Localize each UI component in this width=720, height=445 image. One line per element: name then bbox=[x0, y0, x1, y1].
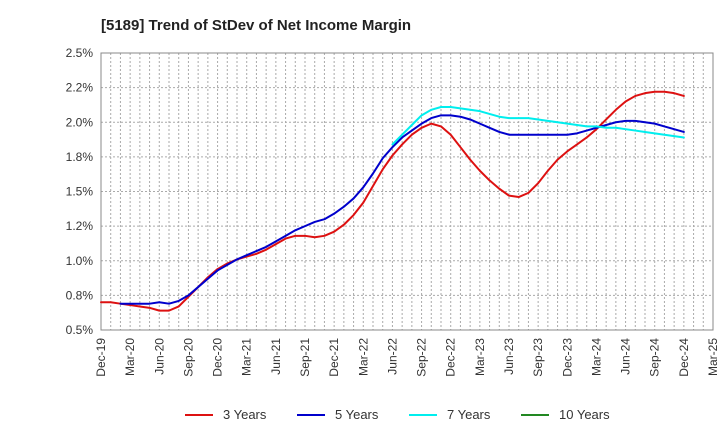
series-line bbox=[391, 106, 685, 146]
x-tick-label: Sep-21 bbox=[298, 338, 312, 377]
x-tick-label: Sep-23 bbox=[531, 338, 545, 377]
chart-title: [5189] Trend of StDev of Net Income Marg… bbox=[101, 17, 411, 34]
y-tick-label: 2.2% bbox=[66, 81, 94, 95]
y-tick-label: 0.5% bbox=[66, 323, 94, 337]
y-tick-label: 1.0% bbox=[66, 254, 94, 268]
y-tick-label: 2.5% bbox=[66, 46, 94, 60]
x-tick-label: Mar-24 bbox=[589, 338, 603, 376]
x-tick-label: Mar-25 bbox=[706, 338, 720, 376]
x-tick-label: Dec-23 bbox=[560, 338, 574, 377]
x-tick-label: Mar-21 bbox=[240, 338, 254, 376]
plot-area bbox=[100, 52, 714, 331]
x-tick-label: Jun-21 bbox=[269, 338, 283, 375]
y-axis: 0.5% 0.8% 1.0% 1.2% 1.5% 1.8% 2.0% 2.2% 2.5% bbox=[66, 46, 94, 337]
legend: 3 Years 5 Years 7 Years 10 Years bbox=[185, 407, 610, 422]
legend-label: 7 Years bbox=[447, 407, 491, 422]
legend-label: 5 Years bbox=[335, 407, 379, 422]
legend-label: 3 Years bbox=[223, 407, 267, 422]
x-tick-label: Mar-20 bbox=[123, 338, 137, 376]
x-tick-label: Mar-22 bbox=[356, 338, 370, 376]
y-tick-label: 0.8% bbox=[66, 288, 94, 302]
x-tick-label: Jun-20 bbox=[152, 338, 166, 375]
x-tick-label: Sep-20 bbox=[181, 338, 195, 377]
x-axis: Dec-19 Mar-20 Jun-20 Sep-20 Dec-20 Mar-21 Jun-… bbox=[94, 338, 720, 377]
x-tick-label: Dec-21 bbox=[327, 338, 341, 377]
y-tick-label: 1.2% bbox=[66, 219, 94, 233]
x-tick-label: Dec-24 bbox=[677, 338, 691, 377]
x-tick-label: Sep-24 bbox=[648, 338, 662, 377]
x-tick-label: Jun-23 bbox=[502, 338, 516, 375]
gridlines bbox=[100, 52, 714, 331]
series-lines bbox=[100, 90, 685, 312]
x-tick-label: Dec-19 bbox=[94, 338, 108, 377]
y-tick-label: 1.8% bbox=[66, 150, 94, 164]
x-tick-label: Dec-22 bbox=[444, 338, 458, 377]
x-tick-label: Sep-22 bbox=[415, 338, 429, 377]
y-tick-label: 1.5% bbox=[66, 185, 94, 199]
x-tick-label: Mar-23 bbox=[473, 338, 487, 376]
x-tick-label: Dec-20 bbox=[211, 338, 225, 377]
y-tick-label: 2.0% bbox=[66, 115, 94, 129]
x-tick-label: Jun-24 bbox=[619, 338, 633, 375]
x-tick-label: Jun-22 bbox=[385, 338, 399, 375]
legend-label: 10 Years bbox=[559, 407, 610, 422]
series-line bbox=[119, 114, 685, 305]
